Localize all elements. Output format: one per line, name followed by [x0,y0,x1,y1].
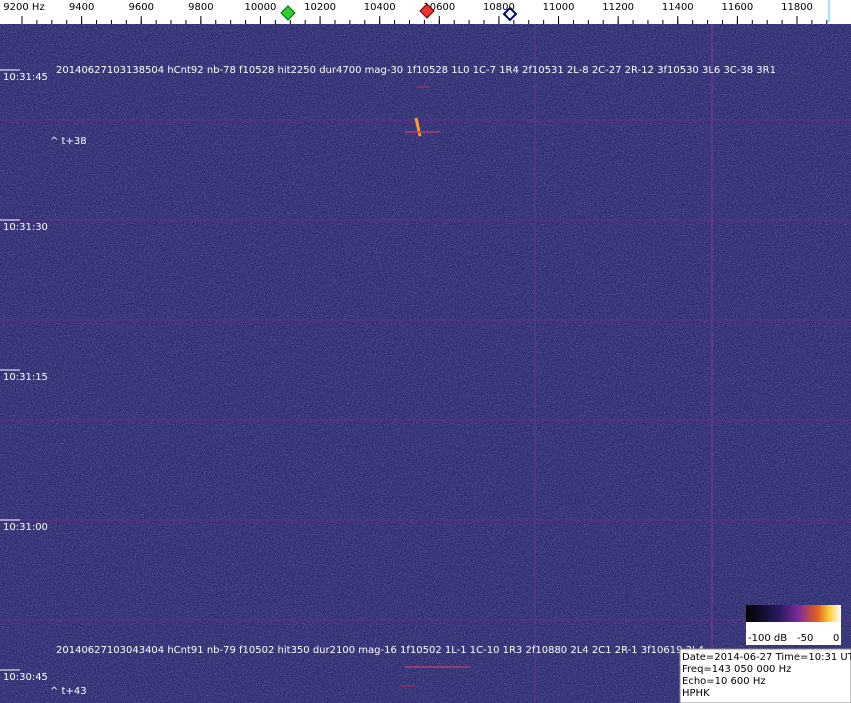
color-scale-panel [746,622,841,645]
frequency-tick-label: 11800 [781,2,813,13]
frequency-tick-label: 11400 [662,2,694,13]
frequency-tick-label: 11600 [721,2,753,13]
time-label: 10:31:45 [3,72,48,83]
frequency-tick-label: 11200 [602,2,634,13]
color-scale-label: -50 [797,633,813,644]
frequency-tick-label: 11000 [543,2,575,13]
noise [0,24,851,703]
time-offset: ^ t+38 [50,136,87,147]
time-label: 10:30:45 [3,672,48,683]
frequency-tick-label: 9200 Hz [3,2,44,13]
time-label: 10:31:00 [3,522,48,533]
frequency-tick-label: 9800 [188,2,213,13]
time-label: 10:31:15 [3,372,48,383]
color-scale-label: -100 dB [748,633,787,644]
time-offset: ^ t+43 [50,686,87,697]
marker [419,3,435,19]
info-line: Echo=10 600 Hz [682,676,766,687]
info-line: HPHK [682,688,710,699]
frequency-tick-label: 10200 [304,2,336,13]
frequency-tick-label: 10000 [245,2,277,13]
info-line: Date=2014-06-27 Time=10:31 UTC [682,652,851,663]
frequency-tick-label: 10400 [364,2,396,13]
marker [502,6,518,22]
color-scale-label: 0 [833,633,839,644]
marker [280,5,296,21]
time-label: 10:31:30 [3,222,48,233]
frequency-tick-label: 10600 [423,2,455,13]
color-scale-bar [746,605,841,622]
info-line: Freq=143 050 000 Hz [682,664,791,675]
grid [0,119,851,621]
echo-trace [400,86,470,687]
info-box [679,648,851,703]
detection-text: 20140627103138504 hCnt92 nb-78 f10528 hi… [56,65,776,76]
frequency-tick-label: 9400 [69,2,94,13]
frequency-tick-label: 10800 [483,2,515,13]
frequency-tick-label: 9600 [129,2,154,13]
detection-text: 20140627103043404 hCnt91 nb-79 f10502 hi… [56,645,704,656]
